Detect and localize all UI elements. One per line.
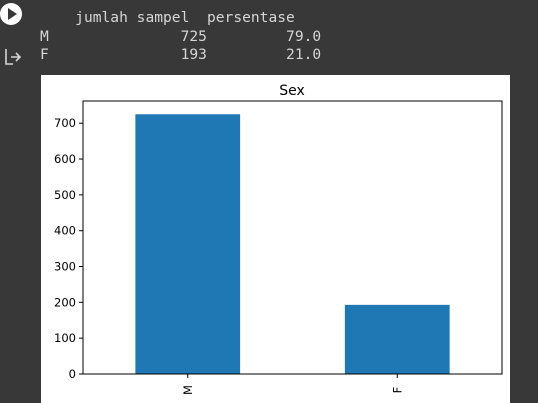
y-tick-label: 100 xyxy=(54,331,76,345)
cell-persentase: 79.0 xyxy=(286,27,322,45)
y-tick-label: 700 xyxy=(54,116,76,130)
y-axis: 0 100 200 300 400 500 600 700 xyxy=(54,116,83,381)
y-tick-label: 600 xyxy=(54,152,76,166)
run-cell-button[interactable] xyxy=(0,3,22,25)
y-tick-label: 200 xyxy=(54,295,76,309)
dataframe-output: jumlah sampel persentase M 725 79.0 F 19… xyxy=(40,9,321,65)
column-header-persentase: persentase xyxy=(206,9,295,26)
y-tick-label: 300 xyxy=(54,260,76,274)
row-index: M xyxy=(40,27,49,45)
plot-frame xyxy=(82,100,503,375)
cell-jumlah-sampel: 193 xyxy=(180,46,207,63)
output-arrow-icon[interactable] xyxy=(4,48,22,66)
bar-M xyxy=(135,114,241,374)
table-row: M 725 79.0 xyxy=(40,28,321,45)
x-tick-label: F xyxy=(390,387,404,394)
bar-F xyxy=(344,304,450,374)
y-tick-label: 400 xyxy=(54,224,76,238)
bars xyxy=(135,114,450,374)
y-tick-label: 0 xyxy=(69,367,76,381)
row-index: F xyxy=(40,46,49,63)
cell-persentase: 21.0 xyxy=(286,46,322,63)
table-row: F 193 21.0 xyxy=(40,46,321,63)
x-tick-label: M xyxy=(181,385,195,395)
chart-title: Sex xyxy=(279,83,305,99)
y-tick-label: 500 xyxy=(54,188,76,202)
table-header: jumlah sampel persentase xyxy=(40,9,295,26)
cell-gutter xyxy=(0,0,38,403)
column-header-jumlah-sampel: jumlah sampel xyxy=(75,9,190,26)
cell-jumlah-sampel: 725 xyxy=(180,27,207,45)
